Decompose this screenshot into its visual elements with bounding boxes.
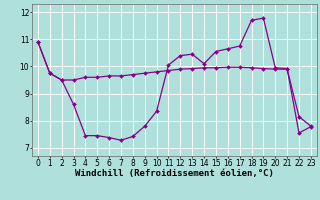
X-axis label: Windchill (Refroidissement éolien,°C): Windchill (Refroidissement éolien,°C) [75, 169, 274, 178]
